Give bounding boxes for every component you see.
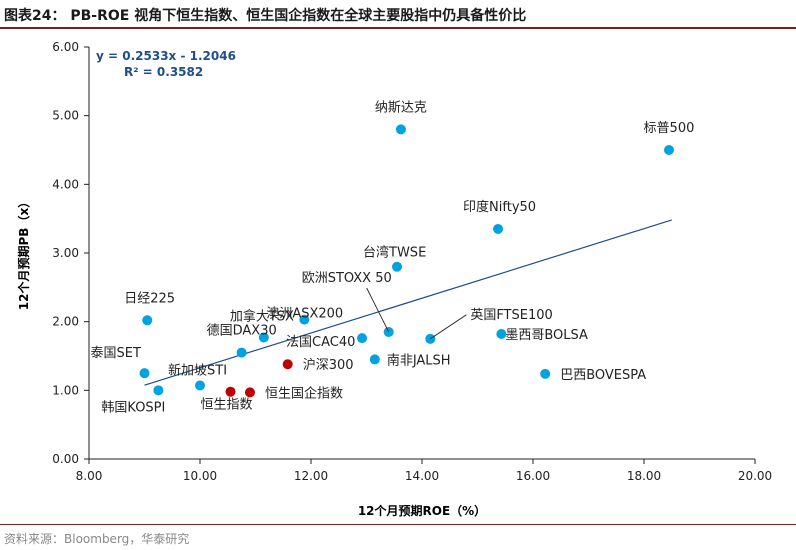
y-tick-label: 6.00 [52,40,79,54]
data-point [663,145,674,155]
trendline [144,219,672,386]
data-point [153,385,164,396]
label-leader-line [430,314,467,340]
x-tick-label: 8.00 [76,469,103,483]
point-label: 墨西哥BOLSA [505,328,588,343]
point-label: 新加坡STI [168,363,227,379]
point-label: 南非JALSH [387,352,451,368]
x-tick-label: 14.00 [405,469,439,483]
x-tick-label: 10.00 [183,469,217,483]
data-point [139,368,150,379]
scatter-chart: 0.00 1.00 2.00 3.00 4.00 5.00 6.00 8.00 10.00 12.… [16,40,772,518]
point-label: 英国FTSE100 [470,308,552,323]
label-leader-line [366,287,390,333]
x-tick-label: 12.00 [294,469,328,483]
point-label: 纳斯达克 [375,100,427,115]
trendline-r2: R² = 0.3582 [124,65,203,79]
point-label: 恒生指数 [201,398,253,413]
data-point [282,359,293,370]
chart-title: 图表24： PB-ROE 视角下恒生指数、恒生国企指数在全球主要股指中仍具备性价… [4,8,527,24]
data-point [369,354,380,365]
data-point [395,124,406,135]
point-label: 沪深300 [303,357,354,373]
point-label: 恒生国企指数 [265,385,343,401]
point-label: 法国CAC40 [286,335,355,350]
y-tick-label: 0.00 [52,452,79,466]
data-point [493,223,504,234]
y-tick-label: 2.00 [52,315,79,329]
y-tick-label: 5.00 [52,109,79,123]
point-label: 泰国SET [91,346,141,361]
data-point [258,332,269,343]
data-point [225,386,236,397]
point-label: 台湾TWSE [363,245,426,261]
y-tick-label: 3.00 [52,246,79,260]
point-label: 澳洲ASX200 [266,306,343,322]
data-point [496,329,507,340]
point-label: 加拿大TSX [230,308,294,324]
data-point [142,315,153,326]
point-label: 日经225 [124,291,175,306]
x-tick-label: 20.00 [738,469,772,483]
point-label: 标普500 [644,121,695,136]
source-note: 资料来源：Bloomberg，华泰研究 [4,532,190,546]
data-point [540,368,551,379]
y-tick-label: 1.00 [52,383,79,397]
data-point [357,333,368,344]
y-tick-label: 4.00 [52,177,79,191]
x-tick-label: 16.00 [516,469,550,483]
source-divider [0,524,796,525]
x-tick-label: 18.00 [627,469,661,483]
y-axis-title: 12个月预期PB（x） [16,196,31,310]
data-point [244,387,255,398]
data-point [236,347,247,358]
data-point [392,261,403,272]
data-point [299,314,310,325]
point-label: 德国DAX30 [207,324,277,339]
point-label: 欧洲STOXX 50 [302,271,392,286]
title-divider [0,27,796,29]
point-label: 巴西BOVESPA [560,368,646,383]
trendline-equation: y = 0.2533x - 1.2046 [96,49,236,63]
point-label: 印度Nifty50 [463,199,536,215]
data-point [195,380,205,391]
point-label: 韩国KOSPI [101,400,165,415]
x-axis-title: 12个月预期ROE（%） [358,503,486,518]
